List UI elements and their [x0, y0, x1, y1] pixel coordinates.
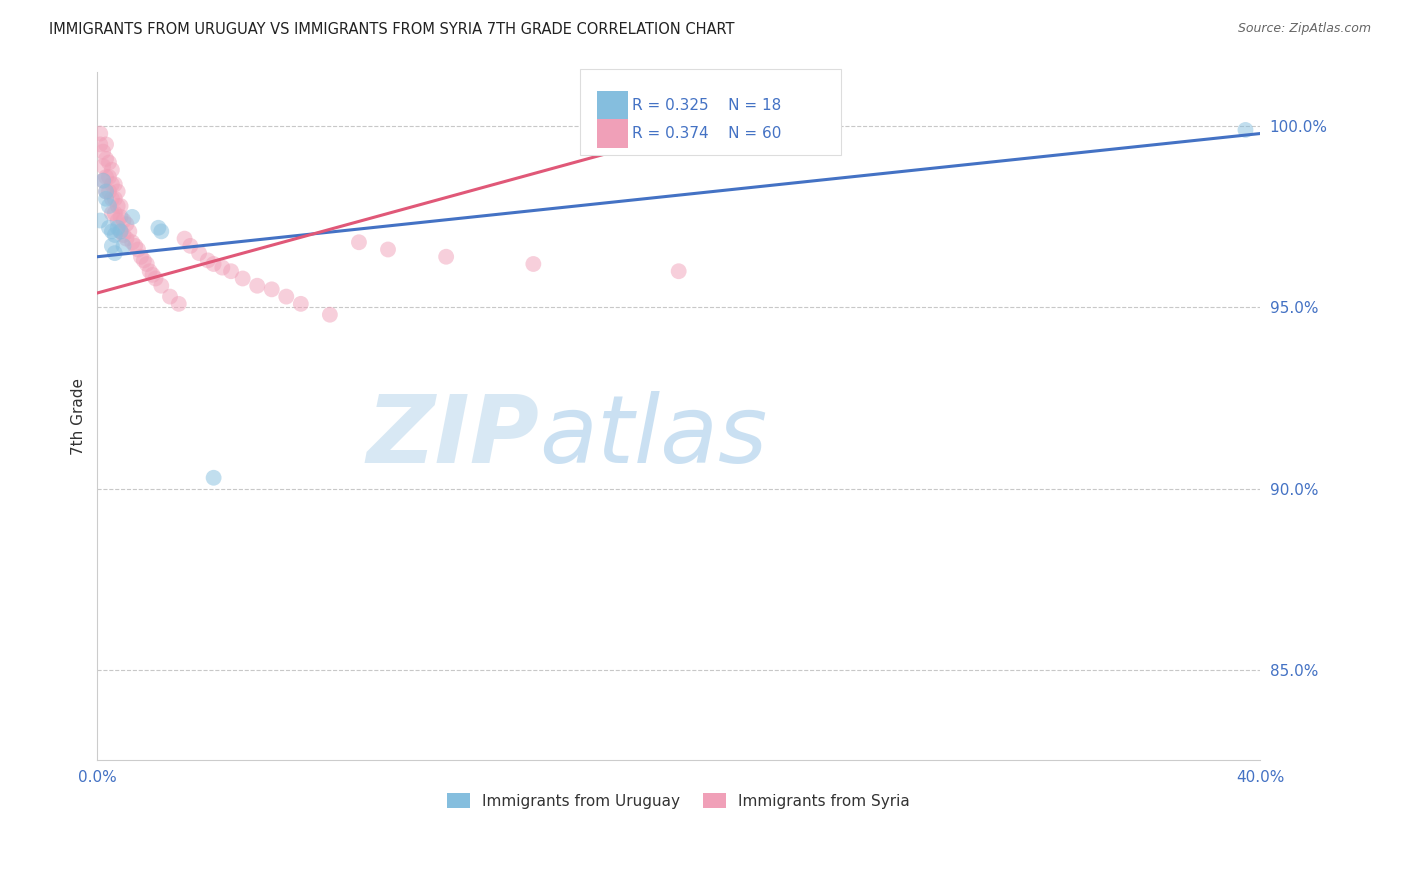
- Point: [89, 137, 111, 152]
- Point: [110, 224, 132, 238]
- Point: [110, 210, 132, 224]
- Text: R = 0.325    N = 18: R = 0.325 N = 18: [633, 98, 782, 112]
- Point: [347, 235, 370, 250]
- FancyBboxPatch shape: [598, 120, 627, 148]
- Point: [290, 297, 312, 311]
- Point: [107, 185, 129, 199]
- Point: [377, 243, 399, 257]
- Point: [118, 224, 141, 238]
- Y-axis label: 7th Grade: 7th Grade: [72, 377, 86, 455]
- Point: [94, 192, 117, 206]
- FancyBboxPatch shape: [579, 69, 841, 154]
- Text: ZIP: ZIP: [367, 391, 538, 483]
- Point: [522, 257, 544, 271]
- Point: [132, 253, 155, 268]
- Point: [101, 162, 124, 177]
- Point: [107, 199, 129, 213]
- Point: [101, 239, 124, 253]
- Point: [104, 192, 127, 206]
- Point: [173, 232, 195, 246]
- Point: [91, 174, 114, 188]
- Point: [110, 199, 132, 213]
- Point: [91, 174, 114, 188]
- Point: [167, 297, 190, 311]
- Point: [135, 257, 157, 271]
- Point: [202, 257, 225, 271]
- Point: [98, 220, 121, 235]
- Point: [188, 246, 211, 260]
- Point: [104, 227, 127, 242]
- Point: [142, 268, 165, 282]
- Point: [219, 264, 242, 278]
- Point: [115, 217, 138, 231]
- Legend: Immigrants from Uruguay, Immigrants from Syria: Immigrants from Uruguay, Immigrants from…: [441, 787, 917, 814]
- Point: [319, 308, 342, 322]
- Point: [129, 250, 152, 264]
- Point: [668, 264, 690, 278]
- Text: Source: ZipAtlas.com: Source: ZipAtlas.com: [1237, 22, 1371, 36]
- Point: [159, 290, 181, 304]
- Point: [104, 206, 127, 220]
- Point: [232, 271, 254, 285]
- Point: [127, 243, 149, 257]
- Point: [91, 159, 114, 173]
- Text: atlas: atlas: [538, 392, 768, 483]
- Point: [110, 224, 132, 238]
- Point: [98, 155, 121, 169]
- Point: [98, 199, 121, 213]
- Point: [112, 213, 135, 227]
- Point: [121, 210, 143, 224]
- Point: [246, 278, 269, 293]
- Point: [107, 213, 129, 227]
- Point: [434, 250, 457, 264]
- Point: [101, 192, 124, 206]
- Point: [94, 137, 117, 152]
- Point: [112, 239, 135, 253]
- Point: [104, 178, 127, 192]
- Point: [150, 278, 173, 293]
- Point: [150, 224, 173, 238]
- Point: [101, 224, 124, 238]
- Point: [138, 264, 160, 278]
- Point: [101, 206, 124, 220]
- Text: R = 0.374    N = 60: R = 0.374 N = 60: [633, 126, 782, 141]
- Point: [202, 471, 225, 485]
- Point: [112, 227, 135, 242]
- Point: [145, 271, 167, 285]
- Point: [179, 239, 201, 253]
- Point: [276, 290, 298, 304]
- Point: [121, 235, 143, 250]
- Point: [107, 220, 129, 235]
- Text: IMMIGRANTS FROM URUGUAY VS IMMIGRANTS FROM SYRIA 7TH GRADE CORRELATION CHART: IMMIGRANTS FROM URUGUAY VS IMMIGRANTS FR…: [49, 22, 735, 37]
- Point: [260, 282, 283, 296]
- Point: [94, 185, 117, 199]
- Point: [89, 213, 111, 227]
- Point: [91, 145, 114, 159]
- Point: [1234, 123, 1257, 137]
- FancyBboxPatch shape: [598, 91, 627, 120]
- Point: [94, 152, 117, 166]
- Point: [211, 260, 233, 275]
- Point: [89, 127, 111, 141]
- Point: [101, 178, 124, 192]
- Point: [94, 185, 117, 199]
- Point: [197, 253, 219, 268]
- Point: [98, 185, 121, 199]
- Point: [124, 239, 146, 253]
- Point: [104, 246, 127, 260]
- Point: [98, 169, 121, 184]
- Point: [148, 220, 170, 235]
- Point: [94, 169, 117, 184]
- Point: [115, 232, 138, 246]
